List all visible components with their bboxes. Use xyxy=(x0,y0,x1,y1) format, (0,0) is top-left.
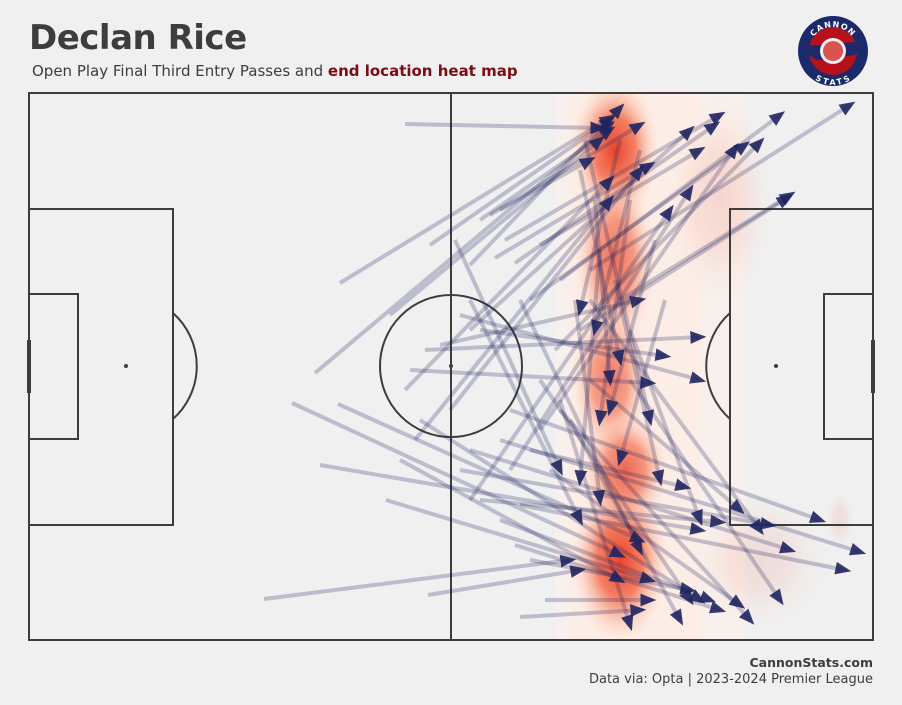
pass-arrow xyxy=(469,448,797,554)
pass-arrow xyxy=(548,468,746,609)
pass-arrow xyxy=(319,463,707,535)
subtitle-highlight: end location heat map xyxy=(327,62,518,80)
footer-brand: CannonStats.com xyxy=(749,655,874,670)
pass-arrow xyxy=(606,239,657,417)
pass-arrow xyxy=(428,116,616,247)
pass-arrow xyxy=(499,438,867,556)
page-title: Declan Rice xyxy=(29,18,247,58)
pass-arrow xyxy=(459,468,777,530)
pass-arrow xyxy=(573,299,606,507)
left-penalty-spot xyxy=(124,364,128,368)
pass-arrow xyxy=(593,199,616,387)
pass-arrow xyxy=(453,239,563,476)
left-six-yard-box xyxy=(28,293,79,440)
pass-arrow xyxy=(594,199,632,427)
left-penalty-arc xyxy=(172,312,198,420)
pass-arrow xyxy=(488,121,646,217)
pass-arrow xyxy=(478,126,616,222)
pass-arrow xyxy=(578,194,793,332)
pass-arrows-layer xyxy=(263,101,867,632)
pass-arrow xyxy=(413,195,615,442)
pass-arrow xyxy=(618,191,796,302)
pass-arrow xyxy=(574,249,602,487)
page-subtitle: Open Play Final Third Entry Passes and e… xyxy=(32,62,518,80)
pass-arrow xyxy=(385,498,657,584)
pass-arrow xyxy=(513,121,721,265)
pass-arrow xyxy=(337,402,646,543)
pass-arrow xyxy=(439,295,647,347)
pass-arrow xyxy=(399,458,626,584)
pass-arrow xyxy=(479,328,672,362)
pass-arrow xyxy=(553,137,765,352)
pass-arrow xyxy=(313,120,615,375)
pass-arrow xyxy=(388,135,605,317)
pass-arrow xyxy=(338,114,616,285)
left-penalty-box xyxy=(28,208,174,526)
pass-arrow xyxy=(514,543,727,614)
right-six-yard-box xyxy=(823,293,874,440)
center-circle xyxy=(379,294,523,438)
pass-arrow xyxy=(528,141,751,302)
pass-arrow xyxy=(459,313,707,384)
pass-arrow xyxy=(538,378,694,606)
pass-arrow xyxy=(616,299,667,467)
pass-arrow xyxy=(538,146,706,247)
logo-bottom-text: STATS xyxy=(814,73,851,87)
pass-arrow xyxy=(628,329,703,527)
center-spot xyxy=(449,364,453,368)
pass-arrow xyxy=(613,279,665,487)
pass-arrow xyxy=(588,298,764,536)
pass-arrow xyxy=(538,142,739,432)
svg-text:STATS: STATS xyxy=(814,73,852,87)
pass-arrow xyxy=(468,299,583,526)
pass-arrow xyxy=(424,331,707,352)
pass-arrow xyxy=(499,518,716,603)
pass-arrow xyxy=(468,125,695,332)
pass-arrow xyxy=(588,378,745,515)
pass-arrow xyxy=(468,103,625,267)
pass-arrow xyxy=(519,503,852,575)
pass-arrow xyxy=(583,139,655,427)
pass-arrow xyxy=(519,604,647,619)
pass-arrow xyxy=(509,408,827,523)
pass-arrow xyxy=(558,408,755,625)
footer-source: Data via: Opta | 2023-2024 Premier Leagu… xyxy=(588,672,873,687)
right-penalty-spot xyxy=(774,364,778,368)
cannon-stats-logo: CANNON STATS xyxy=(798,16,868,87)
pass-arrow xyxy=(591,149,642,337)
pass-arrow xyxy=(418,418,706,604)
pass-arrow xyxy=(263,554,577,601)
pass-arrow xyxy=(568,419,684,626)
pass-arrow xyxy=(558,399,634,632)
pass-arrow xyxy=(588,101,856,272)
pass-arrow xyxy=(499,156,596,212)
pass-arrow xyxy=(427,565,587,597)
pass-arrow xyxy=(529,558,697,595)
pass-arrow xyxy=(468,204,674,502)
pass-arrow xyxy=(575,139,622,317)
pass-arrow xyxy=(493,161,656,260)
pass-arrow xyxy=(628,378,784,606)
pass-arrow xyxy=(479,498,727,528)
right-penalty-arc xyxy=(705,312,731,420)
pass-arrow xyxy=(404,121,607,135)
pass-arrow xyxy=(518,299,643,556)
subtitle-text: Open Play Final Third Entry Passes and xyxy=(32,62,328,80)
pass-arrow xyxy=(403,175,615,392)
pass-arrow xyxy=(291,401,626,558)
pass-arrow xyxy=(578,169,625,367)
heatmap-blob xyxy=(825,490,855,550)
